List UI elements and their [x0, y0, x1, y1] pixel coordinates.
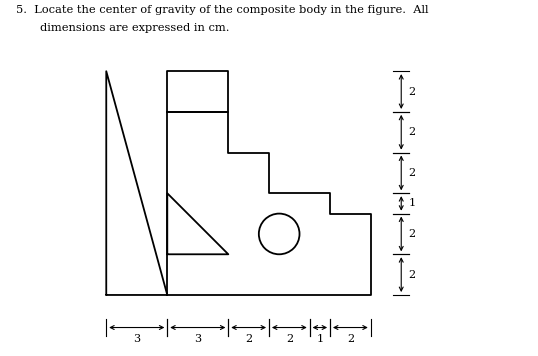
Text: 2: 2 [408, 87, 415, 96]
Text: 2: 2 [245, 334, 252, 344]
Text: 2: 2 [408, 269, 415, 279]
Text: 5.  Locate the center of gravity of the composite body in the figure.  All: 5. Locate the center of gravity of the c… [16, 5, 429, 15]
Text: dimensions are expressed in cm.: dimensions are expressed in cm. [40, 23, 230, 33]
Text: 2: 2 [408, 229, 415, 239]
Text: 2: 2 [286, 334, 293, 344]
Text: 1: 1 [316, 334, 323, 344]
Text: 2: 2 [347, 334, 354, 344]
Text: 2: 2 [408, 168, 415, 178]
Text: 3: 3 [194, 334, 201, 344]
Text: 3: 3 [133, 334, 140, 344]
Text: 1: 1 [408, 198, 415, 208]
Text: 2: 2 [408, 127, 415, 137]
